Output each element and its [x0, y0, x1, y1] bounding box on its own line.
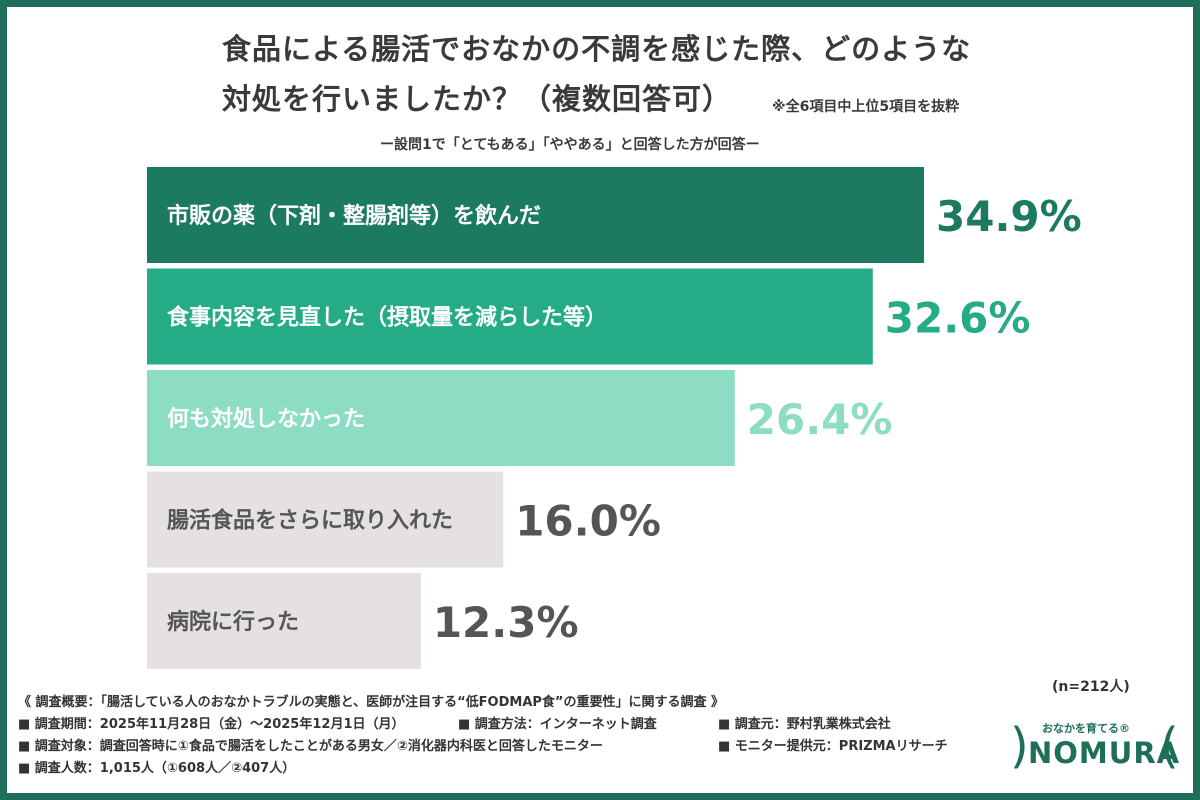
survey-overview: 《 調査概要：「腸活している人のおなかトラブルの実態と、医師が注目する“低FOD…	[18, 692, 948, 780]
title-line-2: 対処を行いましたか？（複数回答可）	[222, 82, 733, 116]
title-line-1: 食品による腸活でおなかの不調を感じた際、どのような	[222, 32, 972, 66]
survey-provider: ■ モニター提供元：PRIZMAリサーチ	[718, 739, 948, 754]
bar-label-3: 腸活食品をさらに取り入れた	[167, 508, 453, 534]
survey-period: ■ 調査期間：2025年11月28日（金）〜2025年12月1日（月）	[18, 717, 405, 732]
logo-tagline: おなかを育てる®	[1042, 722, 1130, 735]
bar-label-0: 市販の薬（下剤・整腸剤等）を飲んだ	[167, 203, 541, 229]
logo-paren-right: (	[1160, 718, 1179, 774]
value-label-1: 32.6%	[885, 294, 1031, 343]
survey-target: ■ 調査対象：調査回答時に①食品で腸活をしたことがある男女／②消化器内科医と回答…	[18, 739, 603, 754]
bar-label-4: 病院に行った	[167, 609, 299, 635]
bar-4	[147, 573, 421, 669]
survey-method: ■ 調査方法：インターネット調査	[458, 717, 657, 732]
survey-overview-title: 《 調査概要：「腸活している人のおなかトラブルの実態と、医師が注目する“低FOD…	[18, 695, 724, 710]
value-label-0: 34.9%	[936, 192, 1082, 241]
bar-1	[147, 268, 873, 365]
nomura-logo: ) おなかを育てる® NOMURA (	[1010, 718, 1180, 778]
survey-count: ■ 調査人数：1,015人（①608人／②407人）	[18, 761, 296, 776]
survey-sponsor: ■ 調査元：野村乳業株式会社	[718, 717, 891, 732]
chart-subtitle: ー設問1で「とてもある」「ややある」と回答した方が回答ー	[380, 137, 760, 153]
logo-wordmark: NOMURA	[1028, 736, 1181, 770]
bar-label-2: 何も対処しなかった	[167, 406, 365, 432]
logo-paren-left: )	[1010, 718, 1029, 774]
sample-size: (n=212人)	[1052, 679, 1130, 695]
bar-0	[147, 167, 924, 263]
value-label-2: 26.4%	[747, 395, 893, 444]
selection-note: ※全6項目中上位5項目を抜粋	[772, 99, 960, 115]
bar-2	[147, 370, 735, 466]
value-label-4: 12.3%	[433, 598, 579, 647]
bar-label-1: 食事内容を見直した（摂取量を減らした等）	[167, 305, 607, 331]
bar-3	[147, 471, 504, 568]
chart-title: 食品による腸活でおなかの不調を感じた際、どのような 対処を行いましたか？（複数回…	[222, 24, 971, 124]
value-label-3: 16.0%	[515, 497, 661, 546]
